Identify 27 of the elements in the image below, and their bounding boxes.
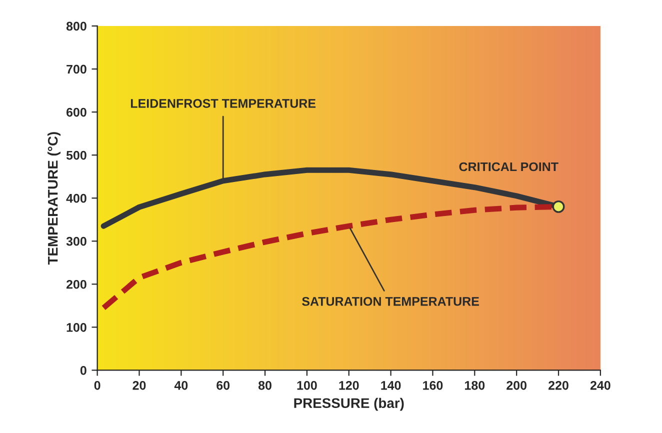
annotation: SATURATION TEMPERATURE xyxy=(302,296,479,306)
y-tick-label: 800 xyxy=(66,22,86,31)
x-axis-title: PRESSURE (bar) xyxy=(294,398,404,411)
x-tick-label: 80 xyxy=(258,380,272,390)
x-tick-label: 60 xyxy=(216,380,230,390)
y-tick-label: 100 xyxy=(66,322,86,332)
x-tick-label: 140 xyxy=(381,380,401,390)
x-tick-label: 200 xyxy=(506,380,526,390)
y-tick-label: 400 xyxy=(66,194,86,203)
y-tick-label: 500 xyxy=(66,150,86,160)
y-tick-label: 200 xyxy=(66,280,86,289)
x-tick-label: 180 xyxy=(465,380,485,390)
x-tick-label: 160 xyxy=(423,380,443,390)
y-axis-title: TEMPERATURE (°C) xyxy=(48,132,60,265)
x-tick-label: 240 xyxy=(590,380,610,390)
x-tick-label: 0 xyxy=(94,380,100,390)
annotation: CRITICAL POINT xyxy=(459,162,558,172)
y-tick-label: 600 xyxy=(66,108,86,117)
x-tick-label: 40 xyxy=(174,380,188,390)
x-tick-label: 220 xyxy=(548,380,568,390)
y-tick-label: 700 xyxy=(66,64,86,74)
x-tick-label: 100 xyxy=(297,380,317,390)
y-tick-label: 0 xyxy=(80,366,86,375)
x-tick-label: 20 xyxy=(132,380,146,390)
y-tick-label: 300 xyxy=(66,236,86,246)
annotation: LEIDENFROST TEMPERATURE xyxy=(130,99,316,108)
x-tick-label: 120 xyxy=(339,380,359,390)
